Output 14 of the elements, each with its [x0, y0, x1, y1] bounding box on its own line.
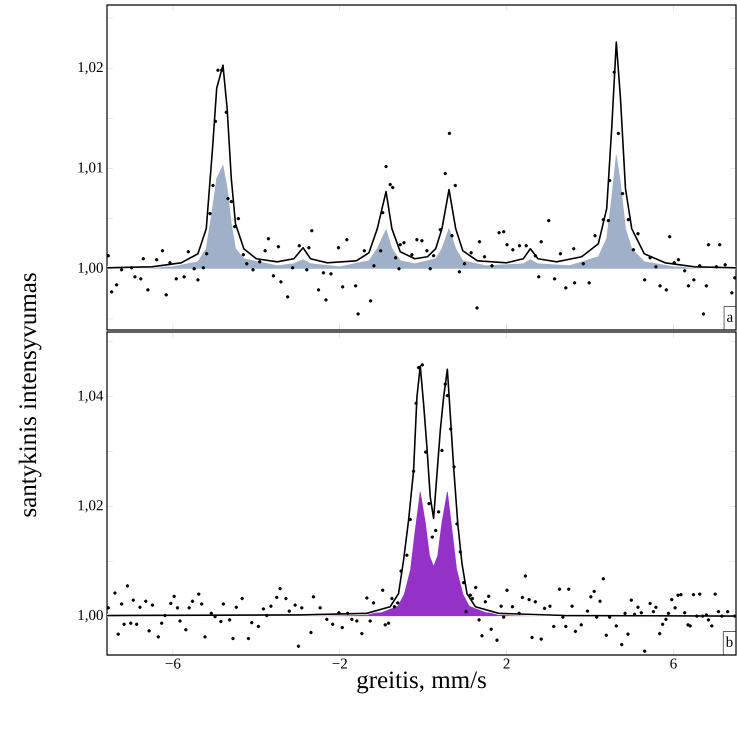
y-tick-label: 1,04: [78, 390, 104, 403]
x-tick-label: −2: [332, 658, 347, 668]
y-tick-label: 1,00: [78, 610, 103, 622]
y-tick-label: 1,02: [78, 62, 103, 74]
x-axis-title: greitis, mm/s: [357, 671, 486, 694]
annotation: b: [726, 636, 733, 647]
y-tick-label: 1,00: [78, 262, 103, 275]
y-tick-label: 1,01: [78, 162, 103, 175]
y-tick-label: 1,02: [78, 500, 103, 513]
x-tick-label: 2: [504, 658, 510, 668]
x-tick-label: −6: [166, 658, 180, 669]
x-tick-label: 6: [670, 658, 677, 669]
annotation: a: [727, 314, 733, 322]
y-axis-title: santykinis intensyvumas: [18, 273, 42, 517]
